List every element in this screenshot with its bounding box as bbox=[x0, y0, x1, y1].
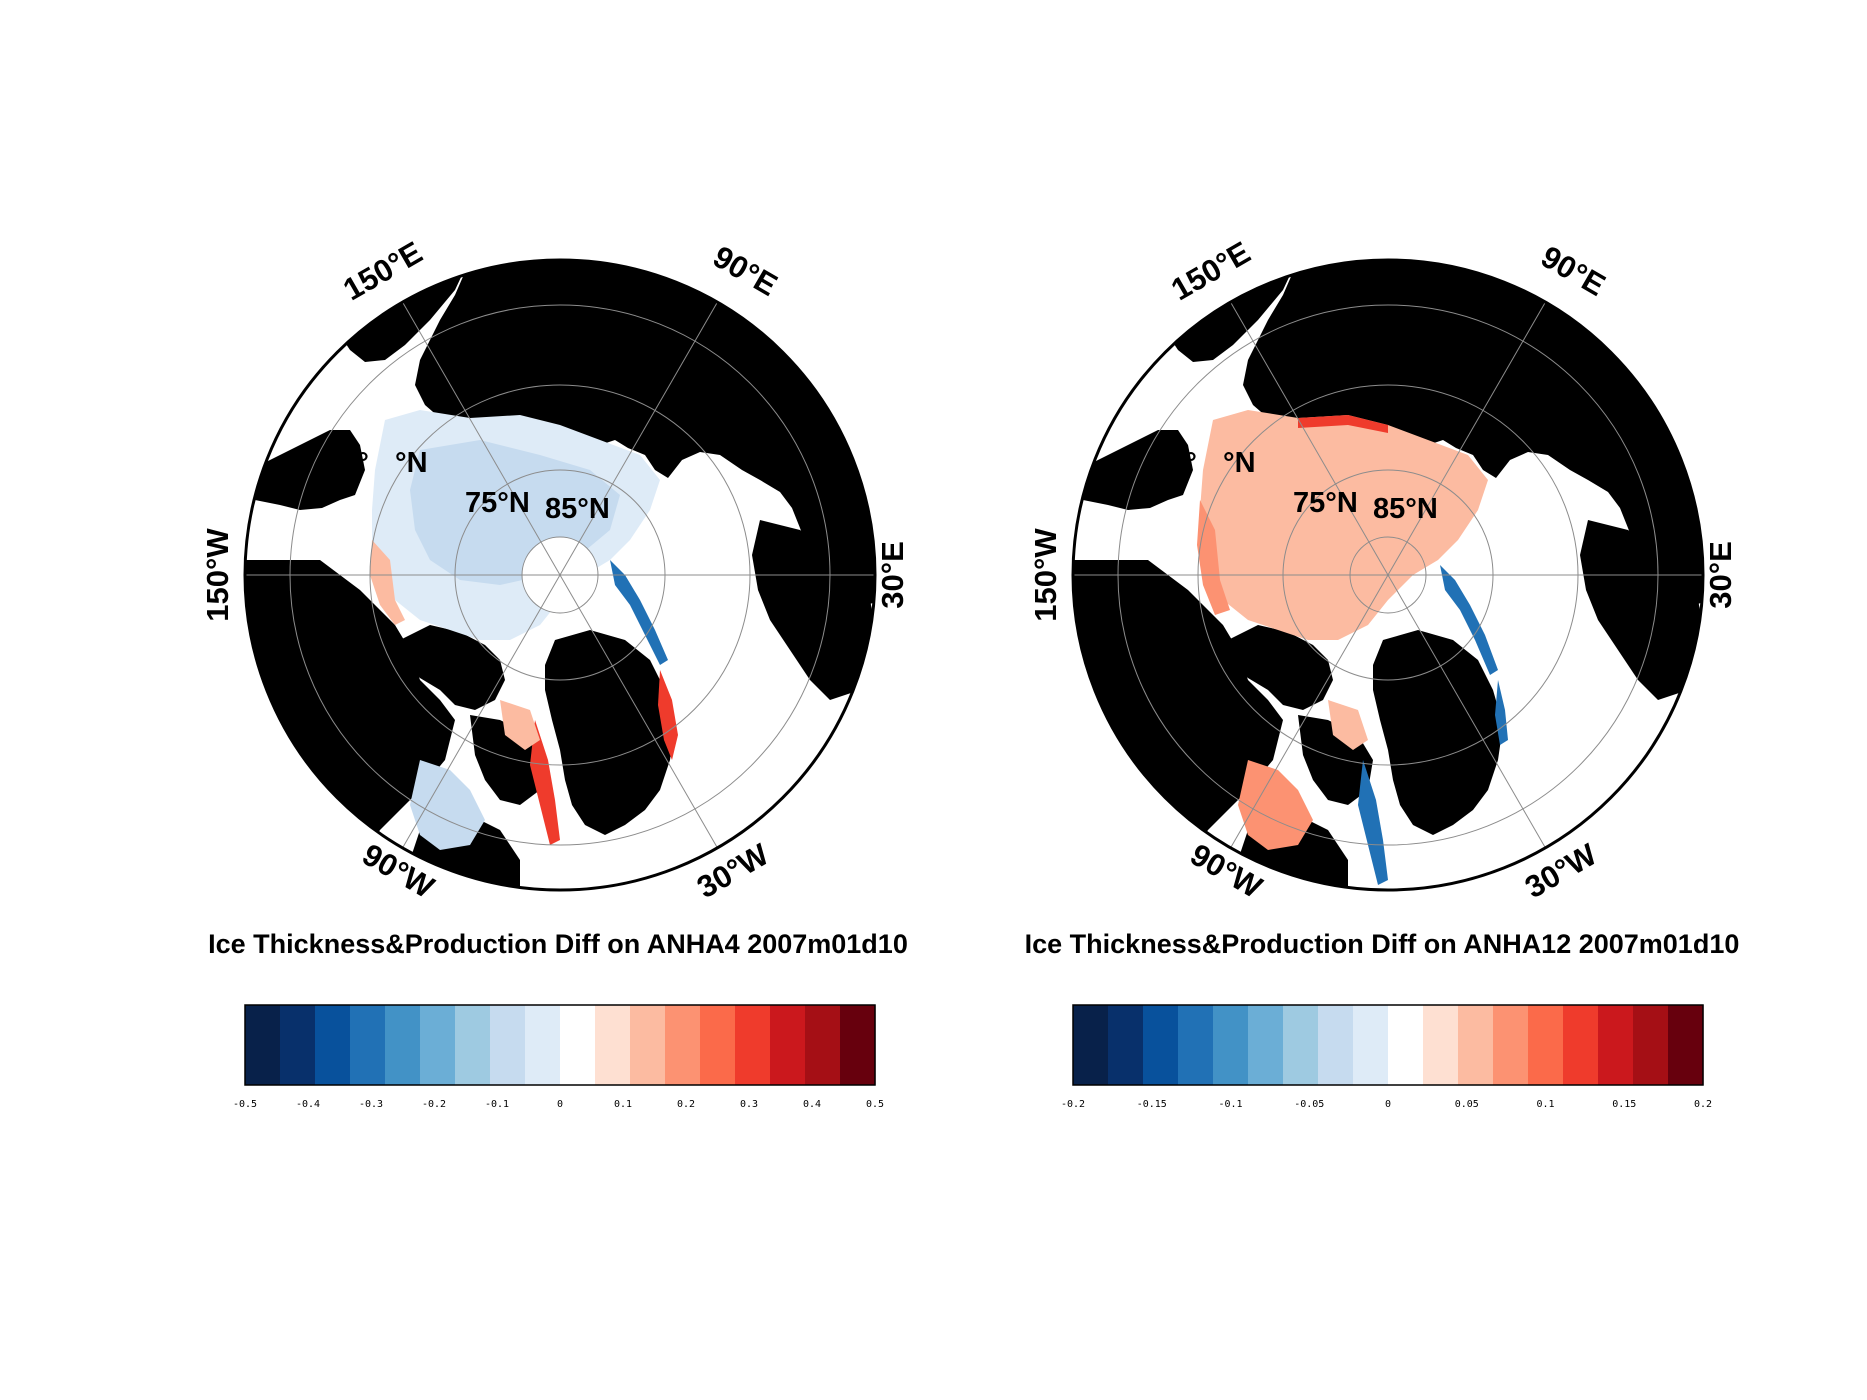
colorbar-swatch bbox=[1108, 1005, 1144, 1085]
colorbar-swatch bbox=[315, 1005, 351, 1085]
colorbar-swatch bbox=[1458, 1005, 1494, 1085]
land-greenland bbox=[545, 630, 675, 835]
colorbar-tick-label: 0.5 bbox=[866, 1099, 884, 1110]
colorbar-swatch bbox=[665, 1005, 701, 1085]
colorbar-swatch bbox=[455, 1005, 491, 1085]
colorbar-swatch bbox=[1073, 1005, 1109, 1085]
colorbar-tick-label: 0 bbox=[557, 1099, 563, 1110]
lat-label-60n: 60° bbox=[1153, 447, 1197, 479]
colorbar-tick-label: 0.15 bbox=[1612, 1099, 1636, 1110]
colorbar-tick-label: -0.2 bbox=[1061, 1099, 1085, 1110]
colorbar-tick-label: 0.05 bbox=[1455, 1099, 1479, 1110]
map-frame bbox=[1071, 258, 1705, 892]
colorbar-tick-label: -0.2 bbox=[422, 1099, 446, 1110]
colorbar-swatch bbox=[1388, 1005, 1424, 1085]
colorbar-swatch bbox=[280, 1005, 316, 1085]
land-scandinavia bbox=[752, 520, 875, 700]
lat-label-75n: 75°N bbox=[1293, 487, 1358, 519]
colorbar-tick-label: 0.4 bbox=[803, 1099, 821, 1110]
colorbar-swatch bbox=[1143, 1005, 1179, 1085]
colorbar-tick-label: -0.3 bbox=[359, 1099, 383, 1110]
panel-title-anha4: Ice Thickness&Production Diff on ANHA4 2… bbox=[208, 929, 908, 959]
colorbar-tick-label: -0.05 bbox=[1294, 1099, 1324, 1110]
colorbar-tick-label: 0.3 bbox=[740, 1099, 758, 1110]
colorbar-swatch bbox=[1668, 1005, 1704, 1085]
graticule bbox=[245, 301, 875, 849]
colorbar-swatch bbox=[735, 1005, 771, 1085]
colorbar-tick-label: 0.2 bbox=[1694, 1099, 1712, 1110]
colorbar-swatch bbox=[350, 1005, 386, 1085]
land-alaska bbox=[1073, 430, 1193, 510]
polar-map-anha12 bbox=[1073, 260, 1703, 890]
colorbar-swatch bbox=[770, 1005, 806, 1085]
ice-anomaly-field bbox=[1197, 410, 1508, 885]
colorbar-swatch bbox=[385, 1005, 421, 1085]
lon-label-90e: 90°E bbox=[707, 239, 783, 303]
colorbar-tick-label: 0 bbox=[1385, 1099, 1391, 1110]
map-panel-anha4: 150°E 90°E 150°W 30°E 90°W 30°W 60° °N 7… bbox=[200, 235, 910, 1110]
colorbar-tick-label: -0.5 bbox=[233, 1099, 257, 1110]
colorbar-swatch bbox=[1493, 1005, 1529, 1085]
colorbar-tick-label: 0.1 bbox=[1536, 1099, 1554, 1110]
lon-label-150w: 150°W bbox=[200, 528, 235, 622]
colorbar-swatch bbox=[490, 1005, 526, 1085]
colorbar-swatch bbox=[1633, 1005, 1669, 1085]
lat-label-70n-partial: °N bbox=[1223, 447, 1256, 479]
colorbar-swatch bbox=[1423, 1005, 1459, 1085]
colorbar-swatch bbox=[1178, 1005, 1214, 1085]
colorbar-swatch bbox=[630, 1005, 666, 1085]
colorbar-swatch bbox=[1283, 1005, 1319, 1085]
colorbar-tick-label: -0.4 bbox=[296, 1099, 320, 1110]
land-archipelago bbox=[400, 625, 505, 710]
colorbar-swatch bbox=[1528, 1005, 1564, 1085]
colorbar-swatch bbox=[700, 1005, 736, 1085]
colorbar-tick-label: 0.1 bbox=[614, 1099, 632, 1110]
colorbar-swatch bbox=[1353, 1005, 1389, 1085]
lat-label-85n: 85°N bbox=[545, 493, 610, 525]
colorbar-swatch bbox=[1248, 1005, 1284, 1085]
land-greenland bbox=[1373, 630, 1503, 835]
colorbar-frame bbox=[1072, 1004, 1704, 1086]
land-archipelago bbox=[1228, 625, 1333, 710]
lon-label-30e: 30°E bbox=[1703, 541, 1738, 609]
lon-label-150w: 150°W bbox=[1028, 528, 1063, 622]
colorbar-swatch bbox=[525, 1005, 561, 1085]
colorbar-swatch bbox=[420, 1005, 456, 1085]
colorbar-anha12: -0.2 -0.15 -0.1 -0.05 0 0.05 0.1 0.15 0.2 bbox=[1061, 1004, 1712, 1110]
colorbar-frame bbox=[244, 1004, 876, 1086]
colorbar-swatch bbox=[805, 1005, 841, 1085]
land-eurasia bbox=[415, 260, 875, 612]
colorbar-swatch bbox=[245, 1005, 281, 1085]
colorbar-swatch bbox=[840, 1005, 876, 1085]
colorbar-tick-label: -0.15 bbox=[1137, 1099, 1167, 1110]
lat-label-60n: 60° bbox=[325, 447, 369, 479]
colorbar-swatch bbox=[560, 1005, 596, 1085]
colorbar-tick-label: 0.2 bbox=[677, 1099, 695, 1110]
colorbar-anha4: -0.5 -0.4 -0.3 -0.2 -0.1 0 0.1 0.2 0.3 0.4 0.5 bbox=[233, 1004, 884, 1110]
colorbar-swatch bbox=[1598, 1005, 1634, 1085]
ice-anomaly-field bbox=[370, 410, 678, 850]
colorbar-tick-label: -0.1 bbox=[485, 1099, 509, 1110]
land-eurasia bbox=[1243, 260, 1703, 612]
colorbar-swatch bbox=[1563, 1005, 1599, 1085]
colorbar-swatch bbox=[1318, 1005, 1354, 1085]
lat-label-75n: 75°N bbox=[465, 487, 530, 519]
lat-label-85n: 85°N bbox=[1373, 493, 1438, 525]
panel-title-anha12: Ice Thickness&Production Diff on ANHA12 … bbox=[1025, 929, 1740, 959]
colorbar-swatch bbox=[1213, 1005, 1249, 1085]
colorbar-swatch bbox=[595, 1005, 631, 1085]
lon-label-90e: 90°E bbox=[1535, 239, 1611, 303]
land-scandinavia bbox=[1580, 520, 1703, 700]
map-frame bbox=[243, 258, 877, 892]
map-panel-anha12: 150°E 90°E 150°W 30°E 90°W 30°W 60° °N 7… bbox=[1025, 235, 1740, 1110]
lon-label-30e: 30°E bbox=[875, 541, 910, 609]
graticule bbox=[1073, 301, 1703, 849]
polar-map-anha4 bbox=[245, 260, 875, 890]
lat-label-70n-partial: °N bbox=[395, 447, 428, 479]
colorbar-tick-label: -0.1 bbox=[1218, 1099, 1242, 1110]
land-alaska bbox=[245, 430, 365, 510]
